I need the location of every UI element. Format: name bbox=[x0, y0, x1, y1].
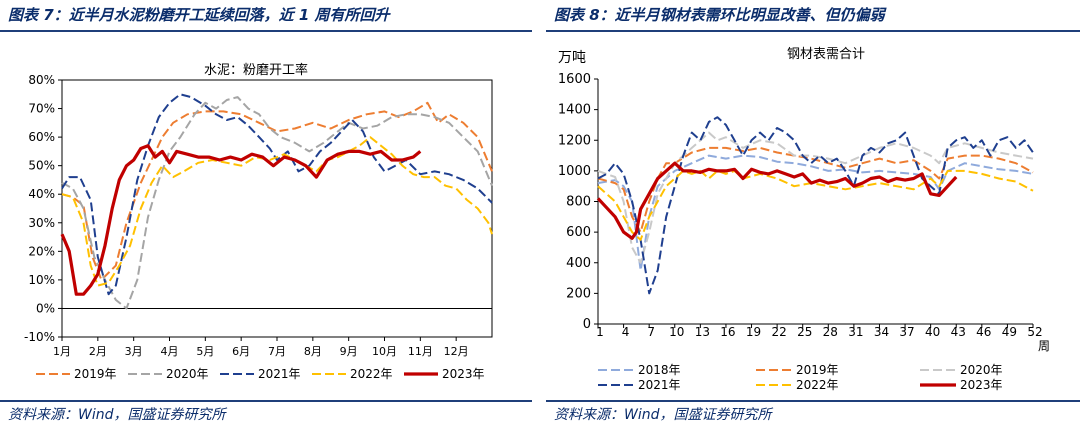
y-tick-label: 1000 bbox=[558, 164, 591, 179]
x-tick-label: 4月 bbox=[161, 345, 179, 358]
figure-7-top-rule bbox=[0, 30, 532, 32]
x-tick-label: 12月 bbox=[444, 345, 469, 358]
y-tick-label: 0% bbox=[36, 301, 55, 315]
figure-7-panel: 图表 7：近半月水泥粉磨开工延续回落，近 1 周有所回升 -10% 0% 10% 20… bbox=[0, 0, 532, 428]
y-tick-label: 200 bbox=[566, 286, 591, 301]
y-tick-label: 400 bbox=[566, 256, 591, 271]
legend-label: 2020年 bbox=[166, 367, 209, 381]
figure-7-bottom-rule bbox=[0, 400, 532, 402]
legend-label: 2023年 bbox=[442, 367, 485, 381]
series-line-2020年 bbox=[61, 96, 493, 310]
y-axis-unit-label: 万吨 bbox=[558, 50, 586, 66]
x-tick-label: 25 bbox=[797, 325, 812, 339]
figure-8-source: 资料来源：Wind，国盛证券研究所 bbox=[554, 407, 772, 423]
x-tick-label: 10月 bbox=[372, 345, 397, 358]
x-tick-label: 52 bbox=[1027, 325, 1042, 339]
figure-8-title: 图表 8：近半月钢材表需环比明显改善、但仍偏弱 bbox=[554, 6, 885, 24]
legend-label: 2022年 bbox=[796, 378, 839, 392]
x-tick-label: 1 bbox=[596, 325, 604, 339]
x-tick-label: 9月 bbox=[340, 345, 358, 358]
y-tick-label: 70% bbox=[28, 102, 55, 116]
series-line-2023年 bbox=[596, 161, 958, 240]
legend-label: 2020年 bbox=[960, 363, 1003, 377]
series-line-2020年 bbox=[597, 131, 1034, 264]
legend-label: 2021年 bbox=[638, 378, 681, 392]
y-tick-label: -10% bbox=[24, 330, 55, 344]
y-tick-label: 30% bbox=[28, 216, 55, 230]
y-tick-label: 50% bbox=[28, 159, 55, 173]
x-tick-label: 1月 bbox=[53, 345, 71, 358]
x-tick-label: 7 bbox=[647, 325, 655, 339]
x-tick-label: 40 bbox=[925, 325, 940, 339]
legend-label: 2018年 bbox=[638, 363, 681, 377]
x-tick-label: 31 bbox=[848, 325, 863, 339]
x-tick-label: 10 bbox=[669, 325, 684, 339]
series-line-2019年 bbox=[61, 101, 493, 281]
plot-frame bbox=[61, 79, 493, 338]
x-tick-label: 6月 bbox=[232, 345, 250, 358]
y-tick-label: 20% bbox=[28, 244, 55, 258]
legend-label: 2022年 bbox=[350, 367, 393, 381]
x-tick-label: 8月 bbox=[304, 345, 322, 358]
x-axis-unit-label: 周 bbox=[1038, 339, 1050, 353]
y-tick-label: 60% bbox=[28, 130, 55, 144]
series-line-2021年 bbox=[61, 93, 493, 296]
chart-title: 水泥：粉磨开工率 bbox=[204, 62, 308, 78]
x-tick-label: 5月 bbox=[196, 345, 214, 358]
figure-8-panel: 图表 8：近半月钢材表需环比明显改善、但仍偏弱 0 200 400 600 800 100… bbox=[546, 0, 1080, 428]
series-line-2023年 bbox=[60, 144, 422, 296]
x-tick-label: 11月 bbox=[408, 345, 433, 358]
y-tick-label: 0 bbox=[583, 317, 591, 332]
figure-7-title: 图表 7：近半月水泥粉磨开工延续回落，近 1 周有所回升 bbox=[8, 6, 390, 24]
y-tick-label: 40% bbox=[28, 187, 55, 201]
y-tick-label: 800 bbox=[566, 195, 591, 210]
x-tick-label: 3月 bbox=[125, 345, 143, 358]
x-tick-label: 13 bbox=[695, 325, 710, 339]
y-tick-label: 600 bbox=[566, 225, 591, 240]
x-tick-label: 46 bbox=[976, 325, 991, 339]
x-tick-label: 43 bbox=[951, 325, 966, 339]
y-tick-label: 1200 bbox=[558, 133, 591, 148]
y-tick-label: 1400 bbox=[558, 103, 591, 118]
x-tick-label: 28 bbox=[823, 325, 838, 339]
legend-label: 2023年 bbox=[960, 378, 1003, 392]
x-tick-label: 49 bbox=[1002, 325, 1017, 339]
x-tick-label: 22 bbox=[771, 325, 786, 339]
chart-title: 钢材表需合计 bbox=[787, 47, 865, 62]
legend-label: 2019年 bbox=[796, 363, 839, 377]
figure-8-top-rule bbox=[546, 30, 1080, 32]
x-tick-label: 37 bbox=[899, 325, 914, 339]
cement-grinding-chart: -10% 0% 10% 20% 30% 40% 50% 60% 70% 80% 1月 2月 3月 4月 5月… bbox=[24, 62, 493, 381]
x-tick-label: 16 bbox=[720, 325, 735, 339]
x-tick-label: 4 bbox=[622, 325, 630, 339]
figure-7-source: 资料来源：Wind，国盛证券研究所 bbox=[8, 407, 226, 423]
x-tick-label: 19 bbox=[746, 325, 761, 339]
x-tick-label: 34 bbox=[874, 325, 889, 339]
legend-label: 2021年 bbox=[258, 367, 301, 381]
steel-demand-chart: 0 200 400 600 800 1000 1200 1400 1600 1 4 7 10 13 16 19… bbox=[558, 47, 1050, 392]
y-tick-label: 1600 bbox=[558, 72, 591, 87]
x-tick-label: 2月 bbox=[89, 345, 107, 358]
y-tick-label: 80% bbox=[28, 73, 55, 87]
figure-8-bottom-rule bbox=[546, 400, 1080, 402]
series-line-2021年 bbox=[597, 116, 1034, 295]
y-tick-label: 10% bbox=[28, 273, 55, 287]
series-line-2022年 bbox=[597, 169, 1034, 241]
x-tick-label: 7月 bbox=[268, 345, 286, 358]
legend-label: 2019年 bbox=[74, 367, 117, 381]
